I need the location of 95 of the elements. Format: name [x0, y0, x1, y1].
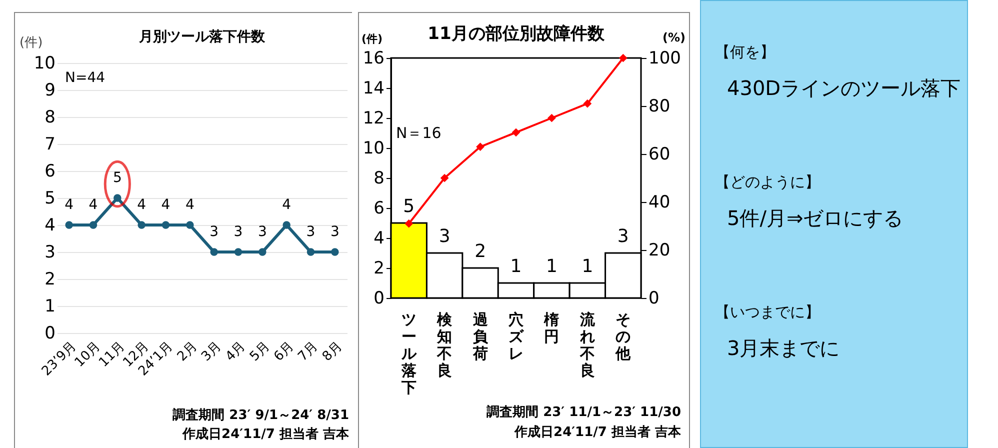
- point: [404, 219, 414, 228]
- text: 5件/月⇒ゼロにする: [727, 205, 904, 232]
- point: [186, 221, 194, 229]
- y-tick-label: 0: [374, 288, 384, 308]
- y-tick-label: 9: [44, 80, 56, 100]
- y-tick-label: 6: [44, 162, 56, 182]
- annotation: N＝16: [396, 124, 442, 142]
- y2-tick-label: 40: [648, 192, 670, 212]
- data-label: 4: [161, 197, 170, 213]
- x-tick-label: 4月: [222, 338, 249, 364]
- data-label: 3: [258, 224, 267, 240]
- data-label: 4: [64, 197, 74, 213]
- data-label: 5: [112, 170, 122, 186]
- y-tick-label: 14: [362, 78, 384, 98]
- x-tick-label: 3月: [198, 338, 224, 364]
- point: [512, 128, 520, 137]
- x-tick-label: ツール落下: [400, 310, 418, 396]
- x-tick-label: 5月: [247, 338, 273, 364]
- x-tick-label: 2月: [174, 338, 200, 364]
- data-label: 3: [330, 224, 340, 240]
- x-tick-label: その他: [614, 310, 632, 362]
- data-label: 3: [234, 224, 243, 240]
- y-tick-label: 0: [44, 324, 56, 344]
- x-tick-label: 穴ズレ: [508, 310, 524, 362]
- data-label: 1: [546, 256, 558, 277]
- data-label: 3: [306, 224, 316, 240]
- y-tick-label: 1: [44, 296, 56, 316]
- data-label: 4: [282, 197, 292, 213]
- y-tick-label: 4: [44, 216, 56, 236]
- y-tick-label: 10: [34, 54, 56, 74]
- data-label: 4: [88, 197, 98, 213]
- y2-tick-label: 80: [648, 96, 670, 116]
- y2-tick-label: 60: [648, 144, 670, 164]
- point: [476, 142, 484, 151]
- y-tick-label: 8: [374, 168, 384, 188]
- point: [234, 248, 242, 256]
- data-label: 3: [438, 226, 450, 247]
- x-tick-label: 7月: [295, 338, 322, 364]
- y2-tick-label: 20: [648, 240, 670, 260]
- point: [65, 221, 73, 229]
- y-tick-label: 8: [44, 108, 56, 128]
- point: [114, 194, 122, 202]
- text: 【いつまでに】: [715, 303, 820, 322]
- y-tick-label: 7: [44, 134, 56, 154]
- y-tick-label: 6: [374, 198, 384, 218]
- y2-axis-title: (%): [662, 30, 686, 44]
- y-tick-label: 16: [362, 48, 384, 68]
- x-tick-label: 過負荷: [472, 310, 489, 362]
- point: [282, 221, 290, 229]
- data-label: 3: [210, 224, 219, 240]
- point: [440, 174, 449, 182]
- data-label: 4: [137, 197, 146, 213]
- text: 【何を】: [715, 43, 775, 62]
- point: [210, 248, 218, 256]
- y2-tick-label: 100: [648, 48, 681, 68]
- y-tick-label: 2: [374, 258, 384, 278]
- data-label: 5: [403, 196, 415, 217]
- point: [583, 99, 592, 108]
- y-tick-label: 3: [44, 242, 56, 262]
- data-label: 4: [185, 197, 194, 213]
- data-label: 1: [510, 256, 522, 277]
- y-tick-label: 2: [44, 270, 56, 290]
- data-label: 3: [617, 226, 629, 247]
- point: [306, 248, 315, 256]
- y-tick-label: 10: [362, 138, 384, 158]
- text: 3月末までに: [727, 335, 840, 362]
- point: [331, 248, 339, 256]
- text: 調査期間 23′ 9/1～24′ 8/31: [172, 407, 349, 423]
- x-tick-label: 検知不良: [436, 310, 454, 380]
- x-tick-label: 楕円: [543, 310, 560, 346]
- y-tick-label: 4: [374, 228, 384, 248]
- text: 【どのように】: [715, 173, 820, 192]
- chart-title: 11月の部位別故障件数: [428, 24, 606, 44]
- annotation: N=44: [65, 70, 106, 86]
- y-axis-title: (件): [362, 32, 383, 46]
- text: 作成日24′11/7 担当者 吉本: [182, 427, 350, 442]
- y-axis-title: (件): [20, 36, 43, 50]
- x-tick-label: 8月: [320, 338, 346, 364]
- y2-tick-label: 0: [648, 288, 660, 308]
- y-tick-label: 5: [44, 188, 56, 208]
- point: [162, 221, 170, 229]
- text: 作成日24′11/7 担当者 吉本: [514, 425, 682, 440]
- chart-title: 月別ツール落下件数: [138, 29, 266, 45]
- point: [89, 221, 98, 229]
- x-tick-label: 6月: [271, 338, 297, 364]
- text: 調査期間 23′ 11/1～23′ 11/30: [486, 404, 681, 420]
- text: 430Dラインのツール落下: [727, 75, 961, 102]
- x-tick-label: 流れ不良: [578, 310, 596, 380]
- data-label: 2: [474, 241, 486, 262]
- point: [258, 248, 266, 256]
- y-tick-label: 12: [362, 108, 384, 128]
- data-label: 1: [582, 256, 594, 277]
- point: [138, 221, 146, 229]
- point: [548, 114, 556, 122]
- point: [618, 54, 628, 62]
